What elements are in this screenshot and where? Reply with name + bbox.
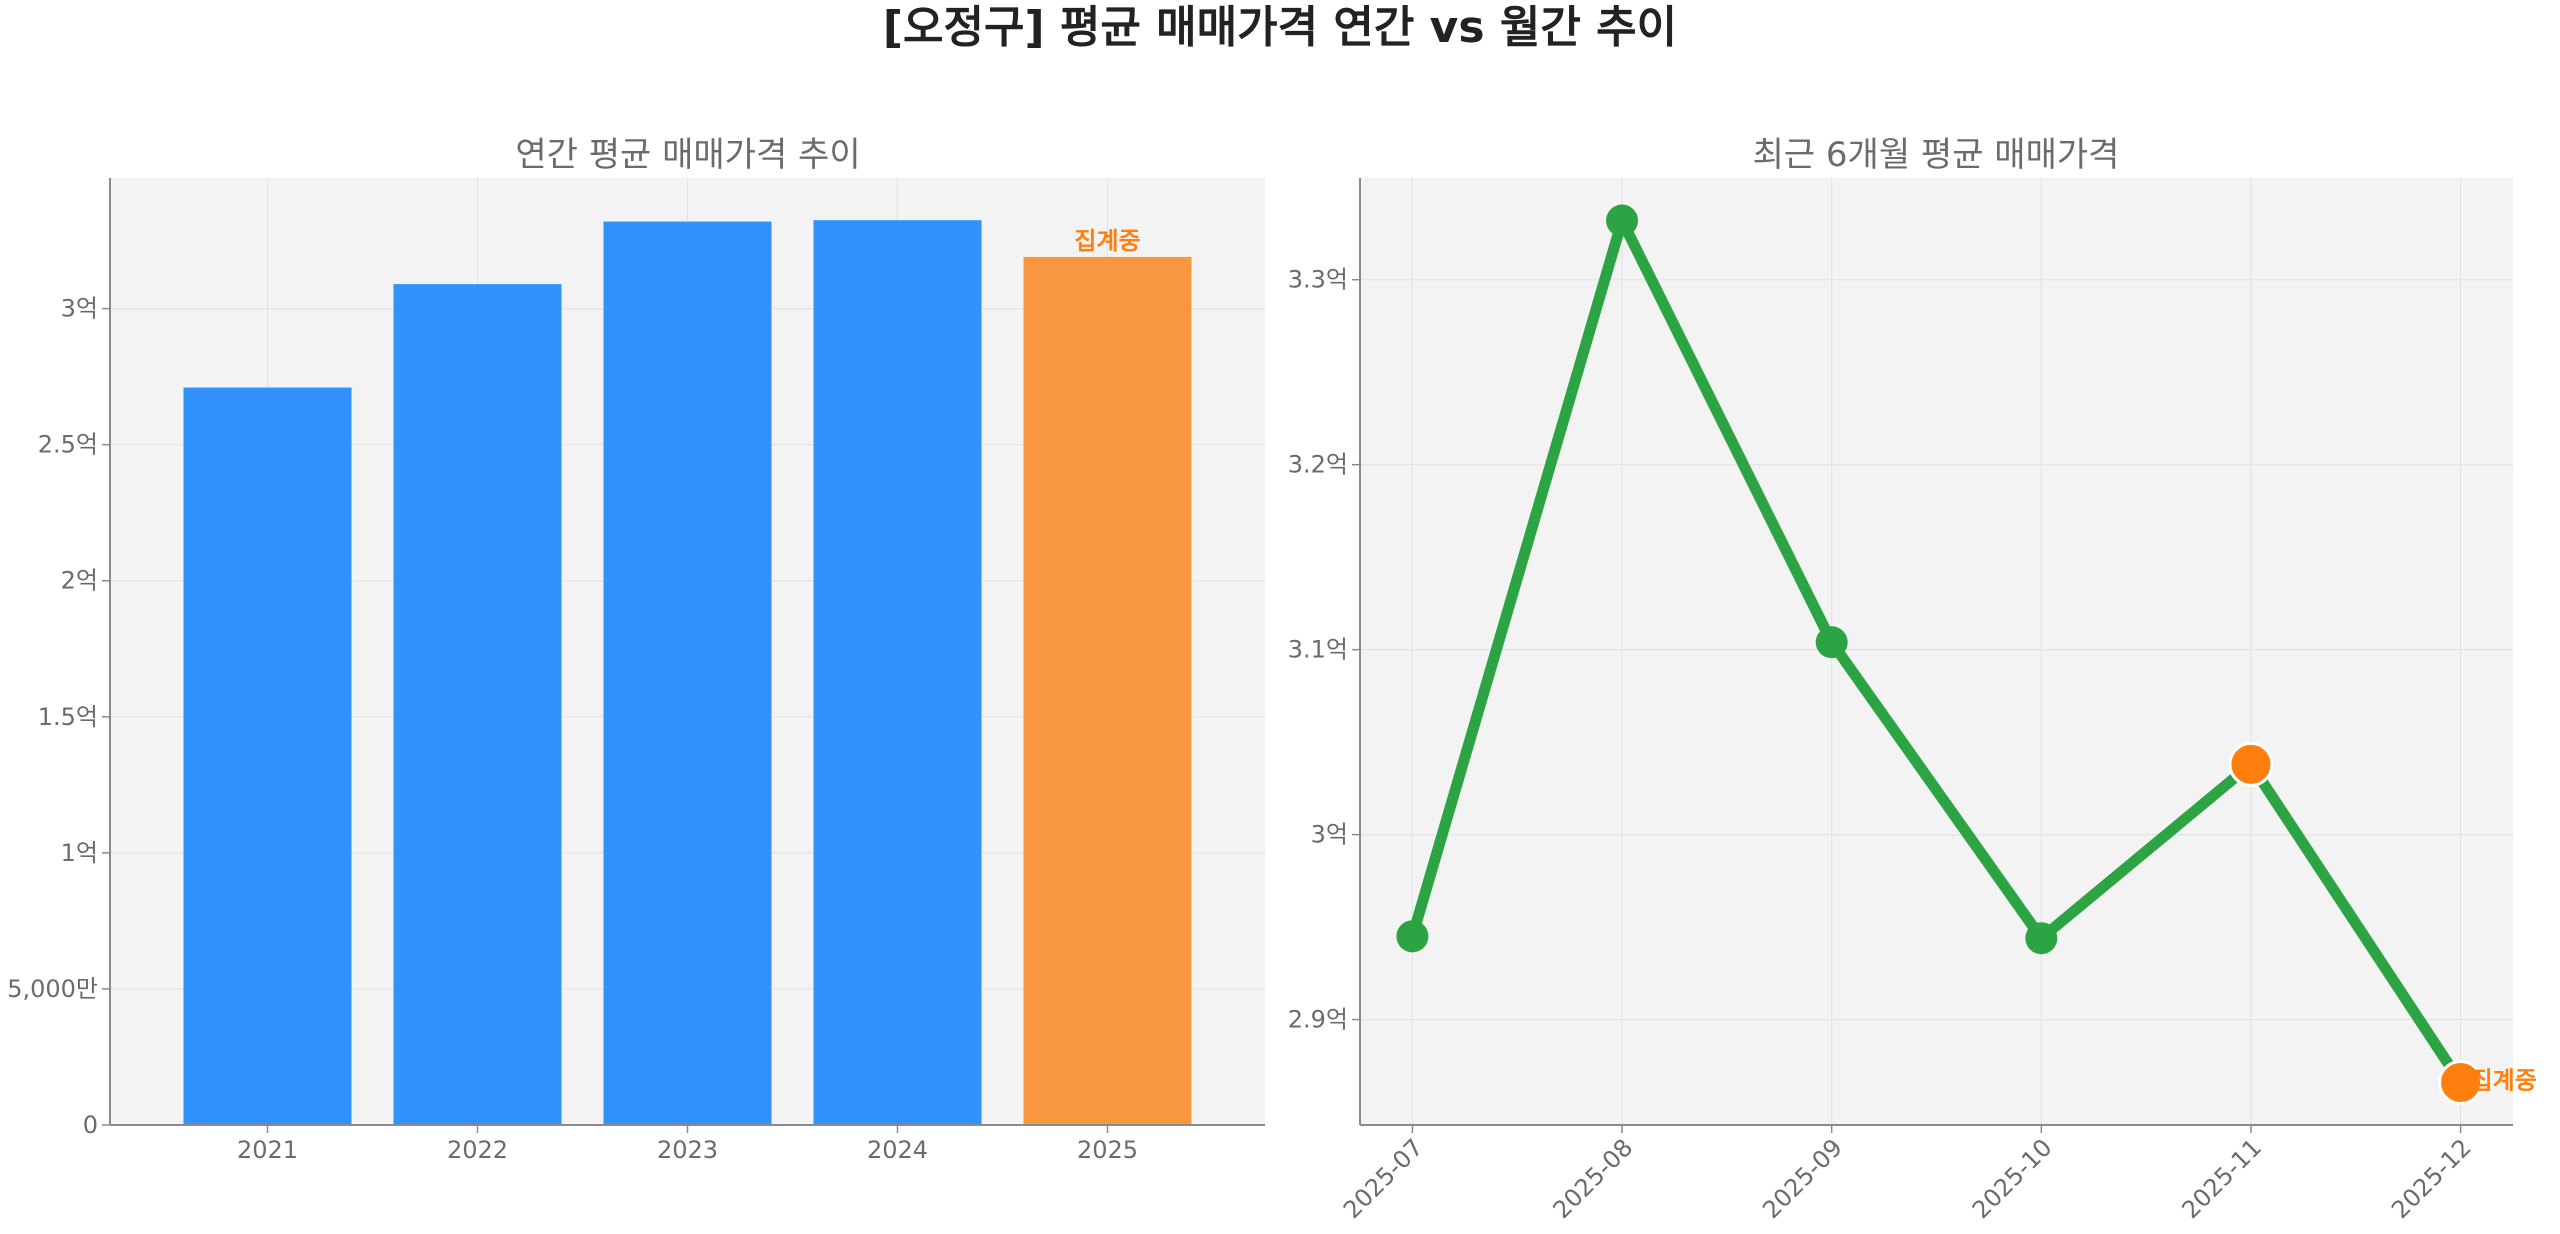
y-tick-label: 2.5억 — [38, 431, 98, 459]
annotation-in-progress: 집계중 — [1074, 227, 1140, 255]
y-tick-label: 0 — [83, 1111, 98, 1139]
y-tick-label: 5,000만 — [7, 975, 98, 1003]
annotation-in-progress: 집계중 — [2471, 1066, 2537, 1094]
bar-2024 — [813, 220, 982, 1126]
bar-2025 — [1023, 256, 1192, 1126]
x-tick-label: 2024 — [867, 1136, 928, 1164]
data-point-2025-07 — [1396, 920, 1429, 953]
y-tick-label: 3.3억 — [1288, 266, 1348, 294]
x-tick-label: 2025-11 — [2176, 1133, 2267, 1224]
monthly-chart-title: 최근 6개월 평균 매매가격 — [1753, 135, 2120, 175]
x-tick-label: 2025-08 — [1548, 1133, 1639, 1224]
y-tick-label: 3.2억 — [1288, 451, 1348, 479]
x-tick-label: 2025 — [1077, 1136, 1138, 1164]
figure-title: [오정구] 평균 매매가격 연간 vs 월간 추이 — [883, 2, 1677, 53]
monthly-plot-background — [1360, 178, 2513, 1125]
data-point-2025-08 — [1606, 204, 1639, 237]
x-tick-label: 2025-10 — [1967, 1133, 2058, 1224]
highlight-point-2025-12 — [2438, 1059, 2484, 1105]
x-tick-label: 2025-12 — [2386, 1133, 2477, 1224]
y-tick-label: 2억 — [61, 567, 98, 595]
x-tick-label: 2022 — [447, 1136, 508, 1164]
y-tick-label: 1.5억 — [38, 703, 98, 731]
bar-2022 — [393, 284, 562, 1126]
annual-chart-title: 연간 평균 매매가격 추이 — [515, 135, 860, 175]
data-point-2025-10 — [2025, 922, 2058, 955]
bar-2023 — [603, 221, 772, 1126]
x-tick-label: 2025-09 — [1757, 1133, 1848, 1224]
annual-bar-chart: 집계중 0 5,000만 1억 1.5억 2억 2.5억 3억 2021 2022 2023 202… — [7, 135, 1265, 1164]
data-point-2025-09 — [1815, 626, 1848, 659]
y-tick-label: 3.1억 — [1288, 636, 1348, 664]
x-tick-label: 2025-07 — [1338, 1133, 1429, 1224]
highlight-point-2025-11 — [2228, 741, 2274, 787]
monthly-line-chart: 집계중 2.9억 3억 3.1억 3.2억 3.3억 2025-07 2025-08 2025… — [1288, 135, 2537, 1224]
y-tick-label: 3억 — [1311, 821, 1348, 849]
bar-2021 — [183, 387, 352, 1125]
y-tick-label: 1억 — [61, 839, 98, 867]
y-tick-label: 2.9억 — [1288, 1006, 1348, 1034]
y-tick-label: 3억 — [61, 295, 98, 323]
x-tick-label: 2021 — [237, 1136, 298, 1164]
series-line — [1406, 215, 2467, 1088]
x-tick-label: 2023 — [657, 1136, 718, 1164]
